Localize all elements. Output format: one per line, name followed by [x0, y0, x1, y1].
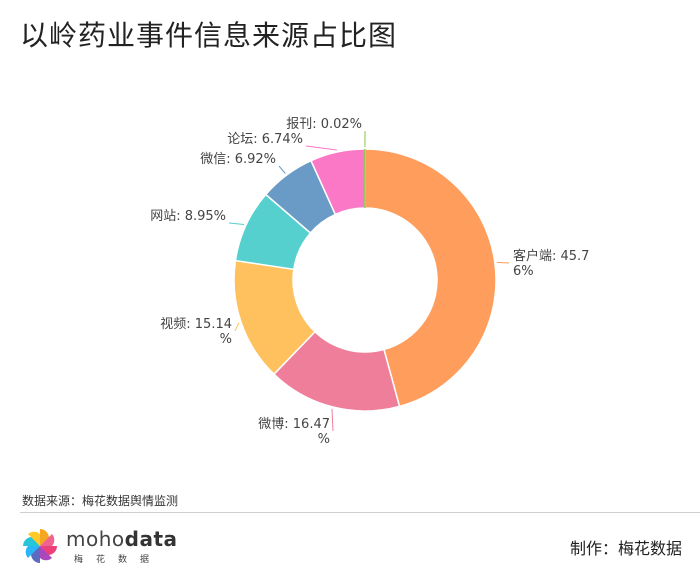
slice-label-微博: 微博: 16.47% [258, 417, 330, 447]
maker-credit: 制作：梅花数据 [569, 539, 682, 558]
slice-label-line: 报刊: 0.02% [286, 117, 362, 132]
pinwheel-logo-icon [23, 529, 57, 563]
slice-label-line: 微信: 6.92% [200, 152, 276, 167]
slice-label-line: % [220, 332, 232, 347]
slice-label-报刊: 报刊: 0.02% [286, 117, 362, 132]
leader-line-网站 [228, 222, 245, 226]
leader-line-论坛 [305, 145, 337, 151]
slice-label-line: 6% [513, 264, 534, 279]
brand-wordmark: mohodata [66, 527, 178, 551]
brand-light: moho [66, 527, 125, 551]
slice-label-line: 论坛: 6.74% [227, 132, 303, 147]
data-source-note: 数据来源：梅花数据舆情监测 [22, 494, 179, 508]
slice-label-视频: 视频: 15.14% [160, 317, 232, 347]
leader-line-微博 [331, 408, 334, 432]
slice-label-line: 客户端: 45.7 [513, 248, 589, 264]
brand-bold: data [124, 527, 178, 551]
slice-label-line: 网站: 8.95% [150, 209, 226, 224]
slice-label-line: 视频: 15.14 [160, 317, 232, 332]
slice-label-line: 微博: 16.47 [258, 417, 330, 432]
slice-label-微信: 微信: 6.92% [200, 152, 276, 167]
brand-subtitle: 梅花数据 [74, 555, 163, 565]
chart-title: 以岭药业事件信息来源占比图 [20, 19, 398, 52]
footer-divider [20, 512, 700, 513]
leader-line-视频 [234, 322, 240, 332]
donut-slice-客户端 [364, 148, 497, 408]
donut-chart: 客户端: 45.7 6%微博: 16.47 %视频: 15.14 %网站: 8.95%… [150, 117, 589, 447]
slice-label-论坛: 论坛: 6.74% [227, 132, 303, 147]
slice-label-网站: 网站: 8.95% [150, 209, 226, 224]
leader-line-微信 [278, 165, 286, 174]
slice-label-客户端: 客户端: 45.7 6% [513, 248, 589, 279]
leader-line-客户端 [496, 261, 510, 264]
slice-label-line: % [318, 432, 330, 447]
